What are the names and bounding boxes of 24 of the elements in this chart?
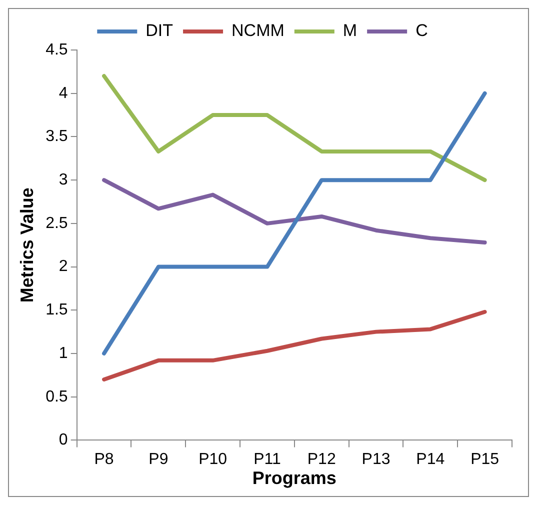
x-tick-label: P14	[416, 451, 445, 468]
y-tick-label: 4	[58, 84, 68, 102]
y-tick-label: 3.5	[46, 128, 68, 146]
y-tick-label: 0.5	[46, 388, 68, 406]
x-tick-label: P13	[362, 451, 390, 468]
x-tick-label: P10	[198, 451, 228, 468]
x-tick-label: P11	[254, 451, 281, 468]
y-tick-label: 2.5	[46, 214, 68, 232]
x-tick-label: P12	[307, 451, 336, 468]
legend-label: C	[416, 21, 428, 40]
legend-label: DIT	[146, 21, 174, 40]
y-tick-label: 1.5	[46, 302, 68, 319]
y-tick-label: 0	[58, 432, 68, 449]
y-tick-label: 2	[58, 258, 68, 276]
x-tick-label: P9	[148, 451, 168, 468]
legend-label: M	[342, 21, 358, 40]
x-tick-label: P15	[470, 451, 500, 468]
y-tick-label: 3	[58, 171, 68, 188]
y-axis-title: Metrics Value	[16, 188, 37, 303]
x-tick-label: P8	[94, 451, 114, 468]
y-tick-label: 4.5	[46, 41, 68, 58]
legend-label: NCMM	[232, 21, 284, 40]
x-axis-title: Programs	[252, 468, 336, 488]
y-tick-label: 1	[58, 344, 68, 362]
